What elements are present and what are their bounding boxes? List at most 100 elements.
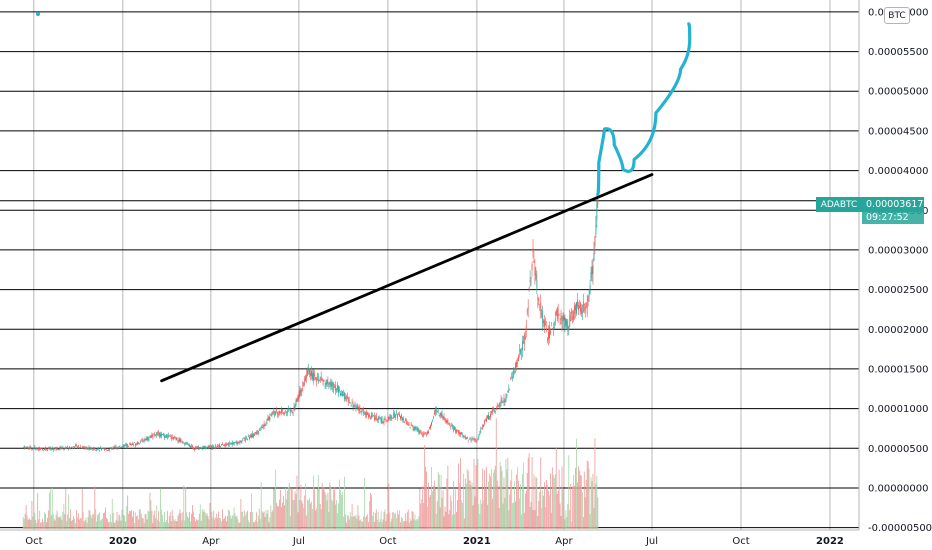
candle-body: [30, 447, 32, 449]
volume-bar: [227, 509, 229, 529]
volume-bar: [60, 515, 62, 529]
volume-bar: [303, 507, 305, 529]
candle-body: [384, 416, 386, 418]
volume-bar: [580, 475, 582, 529]
candle-body: [566, 321, 568, 329]
candle-body: [577, 300, 578, 306]
volume-bar: [112, 512, 114, 529]
volume-bar: [521, 474, 523, 529]
candle-body: [159, 432, 161, 437]
volume-bar: [233, 507, 235, 529]
candle-body: [528, 288, 530, 289]
candle-body: [345, 396, 347, 400]
candle-body: [457, 430, 458, 432]
volume-bar: [217, 518, 219, 529]
volume-bar: [527, 457, 529, 529]
volume-bar: [304, 495, 306, 529]
volume-bar: [345, 522, 347, 529]
candle-body: [235, 442, 237, 443]
candle-body: [501, 401, 503, 402]
volume-bar: [565, 510, 567, 529]
candle-body: [65, 446, 67, 449]
volume-bar: [457, 499, 458, 529]
candle-body: [370, 417, 371, 419]
volume-bar: [93, 514, 95, 529]
volume-bar: [370, 493, 371, 529]
candle-body: [92, 448, 94, 450]
volume-bar: [264, 516, 266, 529]
candle-body: [472, 438, 474, 440]
candle-body: [281, 408, 282, 413]
candle-body: [419, 431, 421, 434]
volume-bar: [583, 471, 585, 529]
candle-body: [239, 440, 241, 443]
candle-body: [399, 414, 400, 416]
volume-bar: [168, 515, 170, 529]
volume-bar: [357, 505, 359, 529]
candle-body: [412, 427, 414, 430]
candle-body: [34, 446, 36, 448]
volume-bar: [76, 510, 77, 529]
candle-body: [398, 413, 399, 415]
candle-body: [361, 411, 363, 414]
volume-bar: [113, 522, 115, 529]
candle-body: [526, 310, 528, 313]
candle-body: [97, 448, 99, 451]
volume-bar: [171, 509, 173, 529]
volume-bar: [305, 483, 307, 529]
volume-bar: [36, 522, 38, 529]
candle-body: [253, 434, 254, 437]
volume-bar: [46, 517, 48, 529]
volume-bar: [187, 516, 189, 529]
volume-bar: [255, 512, 257, 529]
volume-bar: [346, 515, 348, 529]
volume-bar: [423, 503, 425, 529]
symbol-label: ADABTC: [816, 197, 862, 212]
candle-body: [60, 447, 62, 450]
volume-bar: [251, 493, 252, 529]
candle-body: [552, 327, 554, 330]
volume-bar: [266, 513, 268, 529]
currency-badge[interactable]: BTC: [884, 7, 910, 24]
candle-body: [180, 439, 182, 442]
volume-bar: [475, 465, 477, 529]
volume-bar: [30, 519, 32, 529]
candle-body: [252, 433, 253, 438]
candle-body: [188, 443, 190, 445]
candle-body: [571, 311, 573, 314]
volume-bar: [468, 480, 470, 529]
candle-body: [295, 399, 297, 406]
candle-body: [147, 437, 149, 440]
volume-bar: [549, 495, 550, 529]
candle-body: [186, 443, 188, 445]
volume-bar: [163, 521, 164, 529]
candle-body: [462, 435, 464, 437]
candle-body: [135, 444, 137, 445]
volume-bar: [406, 512, 408, 529]
candle-body: [491, 409, 493, 413]
volume-bar: [162, 514, 163, 529]
candle-body: [174, 437, 176, 439]
candle-body: [307, 370, 309, 376]
candle-body: [294, 405, 296, 409]
candle-body: [131, 443, 132, 445]
candle-body: [456, 429, 457, 433]
candle-body: [243, 438, 245, 439]
volume-bar: [40, 522, 42, 529]
candle-body: [544, 320, 546, 327]
candle-body: [265, 423, 267, 425]
candle-body: [128, 445, 130, 447]
volume-bar: [181, 520, 183, 529]
candle-body: [218, 446, 220, 447]
candle-body: [296, 398, 298, 401]
volume-bar: [142, 518, 144, 529]
candle-body: [46, 449, 47, 451]
volume-bar: [444, 506, 446, 529]
candle-body: [417, 428, 419, 431]
volume-bar: [433, 480, 435, 529]
volume-bar: [516, 474, 517, 529]
volume-bar: [447, 465, 449, 529]
volume-bar: [63, 503, 65, 529]
volume-bar: [502, 503, 504, 529]
